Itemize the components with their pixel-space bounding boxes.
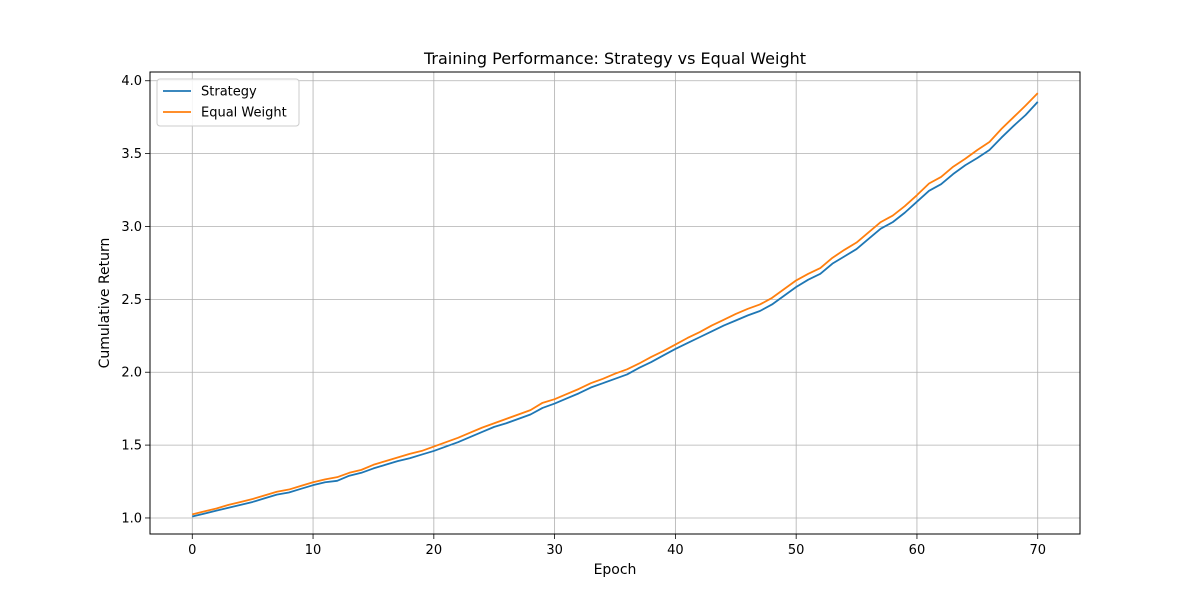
y-axis: 1.0 1.5 2.0 2.5 3.0 3.5 4.0 [121,74,150,526]
x-tick-label: 10 [305,543,322,558]
series-lines [192,92,1039,518]
legend-label-equal-weight: Equal Weight [201,106,287,121]
x-tick-label: 30 [546,543,563,558]
x-axis-label: Epoch [594,562,637,578]
y-tick-label: 3.5 [121,147,142,162]
legend-label-strategy: Strategy [201,85,257,100]
y-tick-label: 1.5 [121,439,142,454]
grid [150,72,1080,534]
x-axis: 0 10 20 30 40 50 60 70 [188,534,1046,558]
x-tick-label: 40 [667,543,684,558]
y-tick-label: 2.5 [121,293,142,308]
x-tick-label: 0 [188,543,196,558]
x-tick-label: 20 [426,543,443,558]
series-line-strategy [192,101,1039,518]
legend-box [156,78,300,127]
plot-frame [149,71,1081,535]
y-tick-label: 3.0 [121,220,142,235]
y-tick-label: 1.0 [121,511,142,526]
x-tick-label: 50 [788,543,805,558]
y-axis-label: Cumulative Return [97,238,113,369]
x-tick-label: 60 [909,543,926,558]
series-line-equal-weight [192,92,1039,516]
x-tick-label: 70 [1029,543,1046,558]
chart-title: Training Performance: Strategy vs Equal … [423,49,806,68]
y-tick-label: 2.0 [121,366,142,381]
y-tick-label: 4.0 [121,74,142,89]
legend: Strategy Equal Weight [156,78,300,127]
